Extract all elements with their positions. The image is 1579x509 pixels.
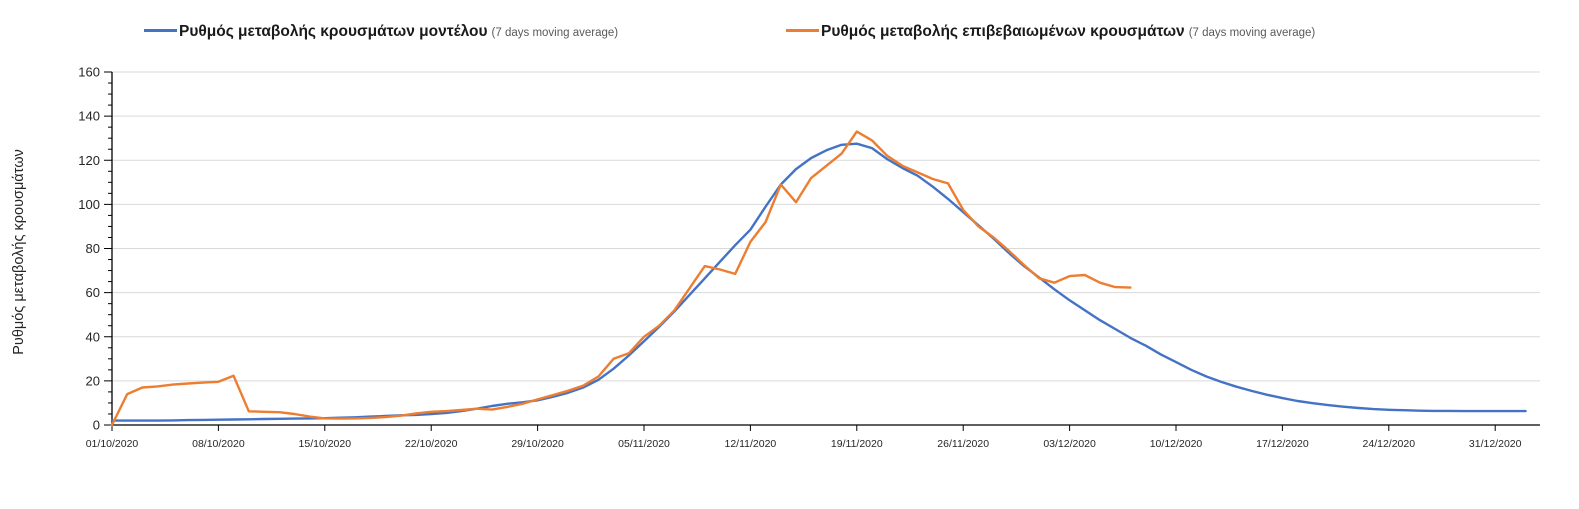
legend-label-model: Ρυθμός μεταβολής κρουσμάτων μοντέλου (179, 23, 488, 40)
gridlines (112, 71, 1540, 382)
legend-line-swatch-confirmed (786, 29, 819, 33)
x-tick-label: 26/11/2020 (937, 438, 989, 450)
legend-item-confirmed: Ρυθμός μεταβολής επιβεβαιωμένων κρουσμάτ… (786, 23, 1315, 42)
x-tick-label: 17/12/2020 (1256, 438, 1309, 450)
x-tick-label: 12/11/2020 (725, 438, 777, 450)
y-tick-label: 120 (78, 153, 100, 168)
y-axis-ticks: 0 20 40 60 80 100 120 140 160 (78, 65, 112, 433)
x-tick-label: 03/12/2020 (1043, 438, 1096, 450)
x-tick-label: 29/10/2020 (511, 438, 564, 450)
x-axis-ticks: 01/10/2020 08/10/2020 15/10/2020 22/10/2020… (86, 425, 1522, 450)
x-tick-label: 15/10/2020 (299, 438, 352, 450)
y-tick-label: 0 (93, 418, 100, 433)
x-tick-label: 01/10/2020 (86, 438, 139, 450)
y-tick-label: 60 (86, 285, 100, 300)
y-tick-label: 160 (78, 65, 100, 80)
x-tick-label: 22/10/2020 (405, 438, 458, 450)
legend-suffix-model: (7 days moving average) (491, 27, 619, 39)
y-tick-label: 80 (86, 241, 100, 256)
legend-item-model: Ρυθμός μεταβολής κρουσμάτων μοντέλου (7 d… (144, 23, 618, 42)
x-tick-label: 31/12/2020 (1469, 438, 1522, 450)
confirmed-series-line (110, 130, 1132, 427)
y-tick-label: 20 (86, 373, 100, 388)
legend-label-confirmed: Ρυθμός μεταβολής επιβεβαιωμένων κρουσμάτ… (821, 23, 1185, 40)
x-tick-label: 19/11/2020 (831, 438, 883, 450)
y-tick-label: 140 (78, 109, 100, 124)
legend-suffix-confirmed: (7 days moving average) (1188, 27, 1316, 39)
model-series-line (110, 142, 1527, 422)
y-tick-label: 40 (86, 329, 100, 344)
x-tick-label: 24/12/2020 (1363, 438, 1416, 450)
x-tick-label: 08/10/2020 (192, 438, 245, 450)
x-tick-label: 05/11/2020 (618, 438, 670, 450)
x-tick-label: 10/12/2020 (1150, 438, 1203, 450)
legend-line-swatch-model (144, 29, 177, 33)
y-tick-label: 100 (78, 197, 100, 212)
